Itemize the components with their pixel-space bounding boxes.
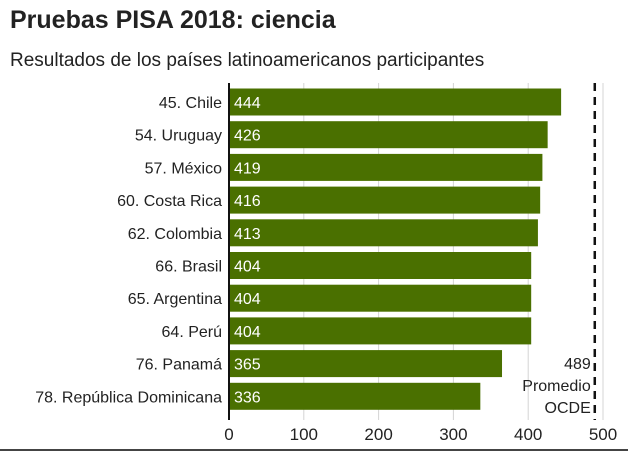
data-label: 404 [234, 291, 261, 308]
x-tick-label: 400 [514, 425, 542, 444]
data-label: 336 [234, 389, 261, 406]
bar [229, 382, 481, 410]
category-label: 62. Colombia [128, 226, 222, 243]
bar [229, 121, 548, 149]
bar [229, 88, 562, 116]
bar [229, 186, 541, 214]
chart-title: Pruebas PISA 2018: ciencia [10, 6, 336, 34]
category-label: 57. México [145, 160, 222, 177]
x-tick-label: 200 [364, 425, 392, 444]
category-label: 60. Costa Rica [117, 193, 222, 210]
bar [229, 219, 538, 247]
data-label: 419 [234, 160, 261, 177]
category-label: 45. Chile [159, 95, 222, 112]
data-label: 365 [234, 357, 261, 374]
category-label: 66. Brasil [155, 259, 222, 276]
data-label: 444 [234, 95, 261, 112]
data-label: 413 [234, 226, 261, 243]
bar [229, 153, 543, 181]
reference-line-label: 489 [564, 356, 591, 373]
chart-subtitle: Resultados de los países latinoamericano… [10, 50, 485, 71]
data-label: 404 [234, 324, 261, 341]
category-label: 64. Perú [162, 324, 222, 341]
data-label: 416 [234, 193, 261, 210]
bottom-rule [0, 449, 628, 451]
data-label: 426 [234, 128, 261, 145]
x-tick-label: 0 [224, 425, 233, 444]
bar [229, 284, 532, 312]
x-tick-label: 100 [290, 425, 318, 444]
bar [229, 350, 503, 378]
category-label: 78. República Dominicana [35, 389, 222, 406]
x-tick-label: 300 [439, 425, 467, 444]
data-label: 404 [234, 259, 261, 276]
category-label: 65. Argentina [128, 291, 222, 308]
reference-line-label: Promedio [522, 378, 591, 395]
x-tick-label: 500 [589, 425, 617, 444]
bar [229, 317, 532, 345]
category-label: 54. Uruguay [135, 128, 222, 145]
bar [229, 252, 532, 279]
category-label: 76. Panamá [136, 357, 222, 374]
reference-line-label: OCDE [545, 400, 591, 417]
